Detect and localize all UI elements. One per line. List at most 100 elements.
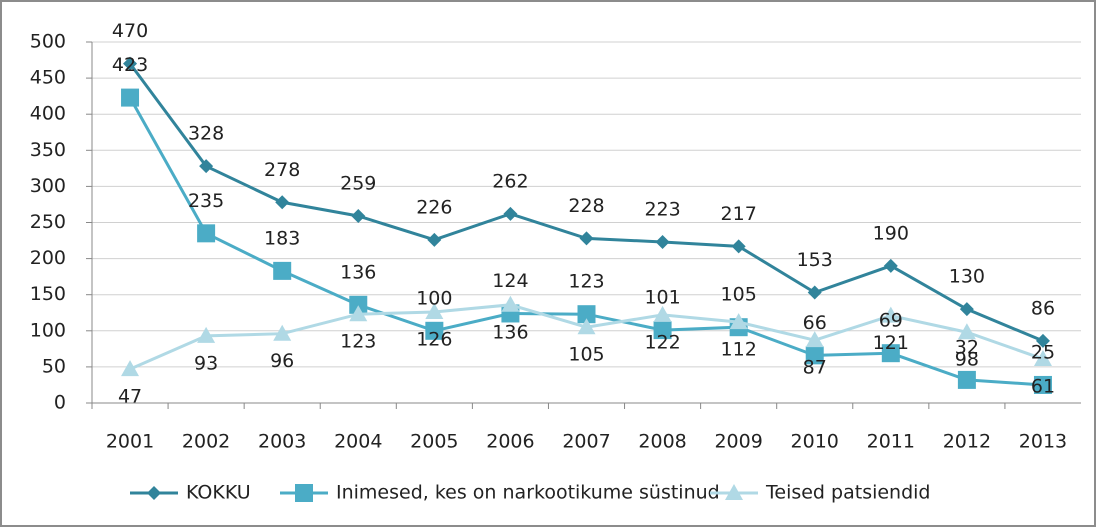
data-label: 228	[568, 195, 604, 217]
marker	[147, 486, 161, 500]
x-tick-label: 2013	[1019, 431, 1067, 453]
y-tick-label: 500	[30, 31, 66, 53]
marker	[729, 313, 748, 330]
marker	[805, 346, 824, 365]
data-label: 328	[188, 123, 224, 145]
data-label: 278	[264, 159, 300, 181]
legend-label: Inimesed, kes on narkootikume süstinud	[336, 482, 720, 504]
marker	[957, 323, 976, 340]
x-tick-label: 2001	[106, 431, 154, 453]
data-label: 100	[416, 287, 452, 309]
marker	[881, 344, 900, 363]
data-label: 123	[568, 271, 604, 293]
marker	[273, 261, 292, 280]
marker	[959, 302, 974, 317]
x-tick-label: 2006	[486, 431, 534, 453]
marker	[427, 232, 442, 247]
data-label: 136	[492, 321, 528, 343]
marker	[503, 206, 518, 221]
data-label: 121	[873, 332, 909, 354]
marker	[121, 88, 140, 107]
data-label: 105	[568, 344, 604, 366]
marker	[351, 209, 366, 224]
marker	[957, 370, 976, 389]
marker	[121, 360, 140, 377]
data-label: 47	[118, 386, 142, 408]
y-tick-label: 400	[30, 103, 66, 125]
x-tick-label: 2002	[182, 431, 230, 453]
data-label: 66	[803, 312, 827, 334]
marker	[883, 258, 898, 273]
data-label: 223	[644, 198, 680, 220]
marker	[653, 321, 672, 340]
marker	[725, 484, 743, 500]
data-label: 262	[492, 170, 528, 192]
data-label: 101	[644, 287, 680, 309]
marker	[655, 234, 670, 249]
data-label: 153	[797, 249, 833, 271]
y-tick-label: 450	[30, 67, 66, 89]
data-label: 126	[416, 329, 452, 351]
marker	[197, 326, 216, 343]
marker	[197, 224, 216, 243]
x-tick-label: 2012	[943, 431, 991, 453]
marker	[349, 305, 368, 322]
data-label: 136	[340, 261, 376, 283]
marker	[579, 231, 594, 246]
marker	[653, 305, 672, 322]
marker	[1035, 333, 1050, 348]
legend-label: KOKKU	[186, 482, 251, 504]
marker	[295, 484, 313, 502]
y-tick-label: 200	[30, 247, 66, 269]
data-label: 190	[873, 222, 909, 244]
y-tick-label: 150	[30, 283, 66, 305]
data-label: 112	[721, 339, 757, 361]
marker	[807, 285, 822, 300]
x-tick-label: 2003	[258, 431, 306, 453]
y-tick-label: 250	[30, 211, 66, 233]
data-label: 122	[644, 331, 680, 353]
marker	[805, 331, 824, 348]
data-label: 183	[264, 227, 300, 249]
marker	[349, 295, 368, 314]
data-label: 123	[340, 331, 376, 353]
data-label: 226	[416, 196, 452, 218]
y-tick-label: 0	[54, 392, 66, 414]
data-label: 96	[270, 350, 294, 372]
y-tick-label: 50	[42, 355, 66, 377]
x-tick-label: 2008	[638, 431, 686, 453]
y-tick-label: 100	[30, 319, 66, 341]
data-label: 105	[721, 284, 757, 306]
marker	[425, 303, 444, 320]
data-label: 98	[955, 349, 979, 371]
marker	[425, 321, 444, 340]
data-label: 259	[340, 173, 376, 195]
legend-label: Teised patsiendid	[765, 482, 931, 504]
x-tick-label: 2005	[410, 431, 458, 453]
data-label: 61	[1031, 375, 1055, 397]
marker	[731, 239, 746, 254]
data-label: 32	[955, 336, 979, 358]
data-label: 217	[721, 203, 757, 225]
marker	[275, 195, 290, 210]
marker	[577, 305, 596, 324]
marker	[881, 306, 900, 323]
marker	[577, 318, 596, 335]
x-tick-label: 2011	[867, 431, 915, 453]
marker	[199, 159, 214, 174]
marker	[273, 324, 292, 341]
data-label: 423	[112, 54, 148, 76]
data-label: 470	[112, 20, 148, 42]
marker	[1033, 349, 1052, 366]
marker	[123, 56, 138, 71]
x-tick-label: 2010	[791, 431, 839, 453]
data-label: 235	[188, 190, 224, 212]
y-tick-label: 350	[30, 139, 66, 161]
x-tick-label: 2009	[714, 431, 762, 453]
x-tick-label: 2004	[334, 431, 382, 453]
data-label: 86	[1031, 297, 1055, 319]
data-label: 25	[1031, 341, 1055, 363]
marker	[1033, 375, 1052, 394]
